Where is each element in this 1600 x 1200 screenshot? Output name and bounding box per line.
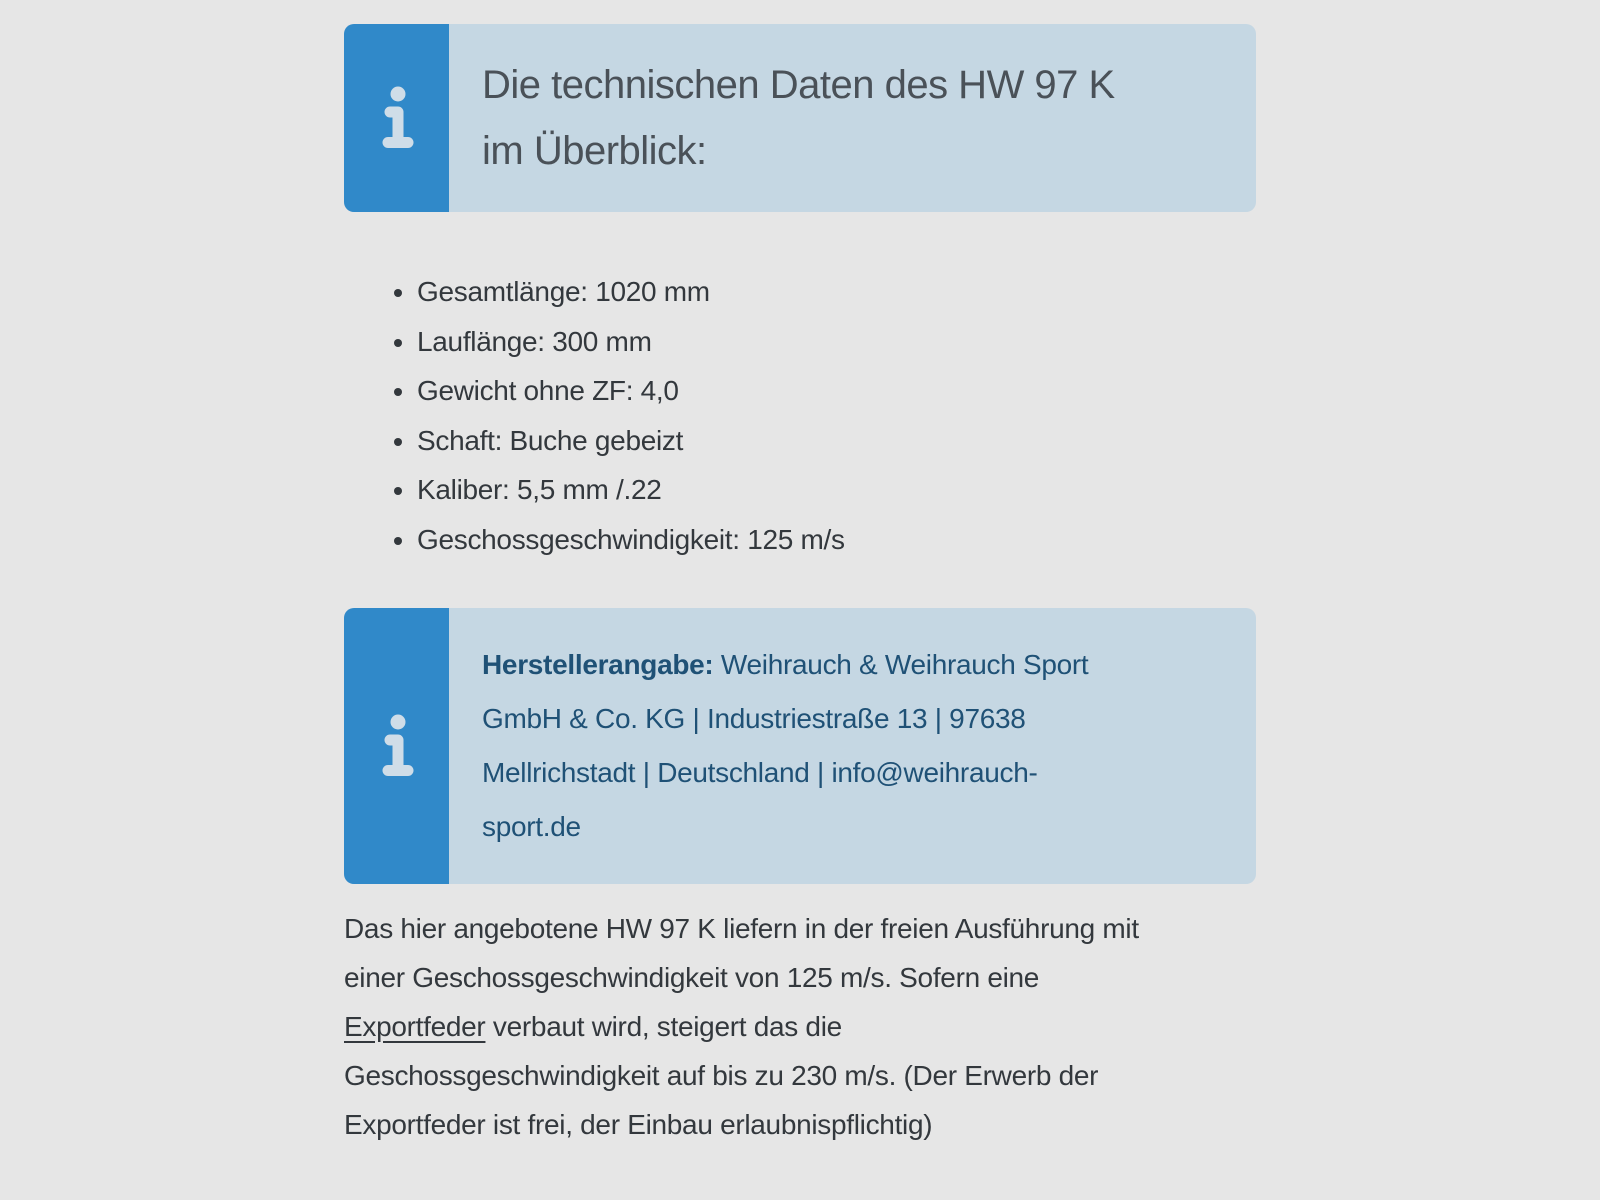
info-box-manufacturer: Herstellerangabe: Weihrauch & Weihrauch … bbox=[344, 608, 1256, 884]
spec-list-item: Lauflänge: 300 mm bbox=[417, 317, 1256, 367]
manufacturer-text: Weihrauch & Weihrauch Sport GmbH & Co. K… bbox=[482, 649, 1089, 842]
content-column: Die technischen Daten des HW 97 K im Übe… bbox=[344, 24, 1256, 1149]
info-box-stripe bbox=[344, 24, 449, 212]
page-background: { "page": { "background_color": "#e6e6e6… bbox=[0, 24, 1600, 1200]
spec-list-item: Schaft: Buche gebeizt bbox=[417, 416, 1256, 466]
description-text-after: verbaut wird, steigert das die Geschossg… bbox=[344, 1011, 1099, 1140]
info-icon bbox=[378, 714, 416, 778]
description-text-before: Das hier angebotene HW 97 K liefern in d… bbox=[344, 913, 1139, 993]
info-box-technical-data: Die technischen Daten des HW 97 K im Übe… bbox=[344, 24, 1256, 212]
spec-list-item: Gesamtlänge: 1020 mm bbox=[417, 267, 1256, 317]
info-icon bbox=[378, 86, 416, 150]
spec-list-item: Gewicht ohne ZF: 4,0 bbox=[417, 366, 1256, 416]
description-paragraph: Das hier angebotene HW 97 K liefern in d… bbox=[344, 904, 1294, 1149]
technical-data-heading: Die technischen Daten des HW 97 K im Übe… bbox=[482, 63, 1115, 173]
spec-list-item: Kaliber: 5,5 mm /.22 bbox=[417, 465, 1256, 515]
manufacturer-info: Herstellerangabe: Weihrauch & Weihrauch … bbox=[449, 608, 1118, 884]
spec-list-item: Geschossgeschwindigkeit: 125 m/s bbox=[417, 515, 1256, 565]
info-box-stripe bbox=[344, 608, 449, 884]
specs-list: Gesamtlänge: 1020 mm Lauflänge: 300 mm G… bbox=[344, 267, 1256, 564]
manufacturer-label: Herstellerangabe: bbox=[482, 649, 714, 680]
exportfeder-link[interactable]: Exportfeder bbox=[344, 1011, 486, 1042]
